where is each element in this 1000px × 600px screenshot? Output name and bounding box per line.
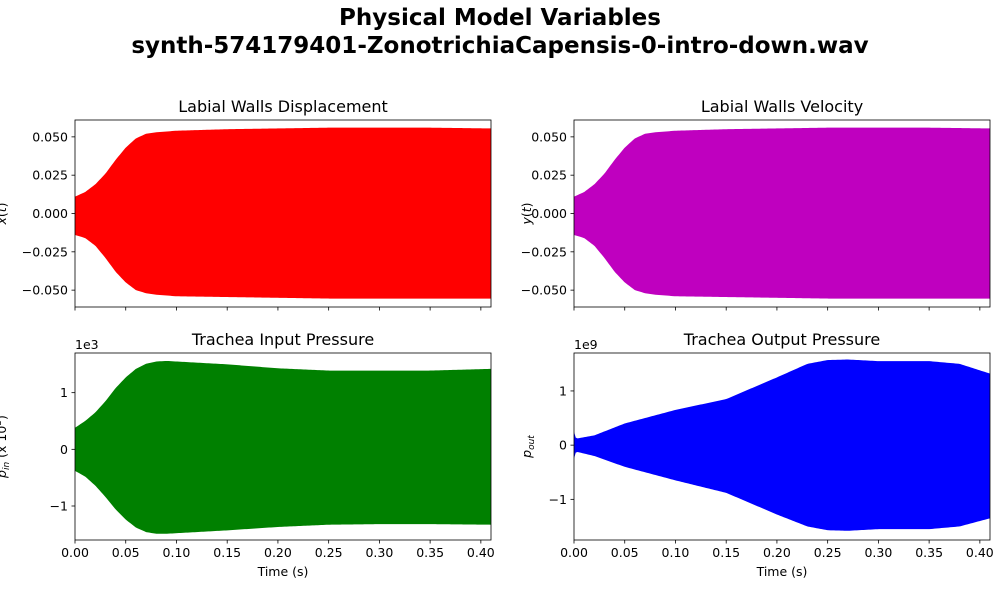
signal-waveform — [75, 127, 491, 299]
x-tick-label: 0.35 — [915, 545, 943, 560]
signal-waveform — [75, 360, 491, 534]
x-axis-label: Time (s) — [257, 564, 309, 579]
x-tick-label: 0.15 — [213, 545, 241, 560]
y-tick-label: 1 — [60, 385, 68, 400]
y-tick-label: 0.000 — [531, 206, 567, 221]
x-tick-label: 0.40 — [966, 545, 994, 560]
x-tick-label: 0.25 — [814, 545, 842, 560]
subplot-2: −0.050 −0.025 0.000 0.025 0.050 Labial Walls … — [519, 97, 991, 311]
y-tick-label: 0.000 — [32, 206, 68, 221]
y-tick-label: −0.050 — [521, 283, 567, 298]
y-tick-label: 0.050 — [32, 129, 68, 144]
x-tick-label: 0.10 — [662, 545, 690, 560]
axes-frame — [74, 352, 492, 541]
subplot-title: Trachea Output Pressure — [683, 330, 880, 349]
figure-title: Physical Model Variables synth-574179401… — [0, 4, 1000, 60]
subplot-3: 0.00 0.05 0.10 0.15 0.20 0.25 0.30 0.35 0.40 −1 0 1… — [0, 330, 495, 579]
x-tick-label: 0.20 — [264, 545, 292, 560]
x-tick-label: 0.15 — [712, 545, 740, 560]
x-tick-label: 0.40 — [467, 545, 495, 560]
y-axis-label: y(t) — [519, 202, 534, 225]
y-tick-label: −1 — [50, 499, 68, 514]
y-tick-label: 0 — [559, 438, 567, 453]
x-axis-label: Time (s) — [756, 564, 808, 579]
y-tick-label: −0.050 — [22, 283, 68, 298]
x-tick-label: 0.35 — [416, 545, 444, 560]
y-tick-label: 0.050 — [531, 129, 567, 144]
x-tick-label: 0.00 — [560, 545, 588, 560]
y-tick-label: −1 — [549, 492, 567, 507]
axis-offset-label: 1e3 — [75, 337, 99, 352]
y-tick-label: −0.025 — [22, 244, 68, 259]
subplot-title: Trachea Input Pressure — [191, 330, 374, 349]
figure-title-line-1: Physical Model Variables — [339, 5, 661, 31]
y-axis-label: pin (x 103) — [0, 415, 12, 479]
x-tick-label: 0.05 — [112, 545, 140, 560]
x-tick-label: 0.30 — [864, 545, 892, 560]
x-tick-label: 0.00 — [61, 545, 89, 560]
subplot-title: Labial Walls Velocity — [701, 97, 863, 116]
y-tick-label: 0 — [60, 442, 68, 457]
y-axis-label: x(t) — [0, 202, 9, 225]
x-tick-label: 0.20 — [763, 545, 791, 560]
x-tick-label: 0.30 — [365, 545, 393, 560]
axis-offset-label: 1e9 — [574, 337, 598, 352]
figure-title-line-2: synth-574179401-ZonotrichiaCapensis-0-in… — [131, 33, 869, 59]
axes-frame — [573, 352, 991, 541]
y-tick-label: −0.025 — [521, 244, 567, 259]
x-tick-label: 0.05 — [611, 545, 639, 560]
y-tick-label: 0.025 — [32, 168, 68, 183]
x-tick-label: 0.10 — [163, 545, 191, 560]
subplot-title: Labial Walls Displacement — [178, 97, 388, 116]
y-tick-label: 1 — [559, 383, 567, 398]
subplot-1: −0.050 −0.025 0.000 0.025 0.050 Labial Walls … — [0, 97, 492, 311]
x-tick-label: 0.25 — [315, 545, 343, 560]
y-axis-label: pout — [519, 435, 537, 459]
subplot-4: 0.00 0.05 0.10 0.15 0.20 0.25 0.30 0.35 0.40 −1 0 1… — [519, 330, 994, 579]
y-tick-label: 0.025 — [531, 168, 567, 183]
signal-waveform — [574, 359, 990, 531]
signal-waveform — [574, 127, 990, 299]
